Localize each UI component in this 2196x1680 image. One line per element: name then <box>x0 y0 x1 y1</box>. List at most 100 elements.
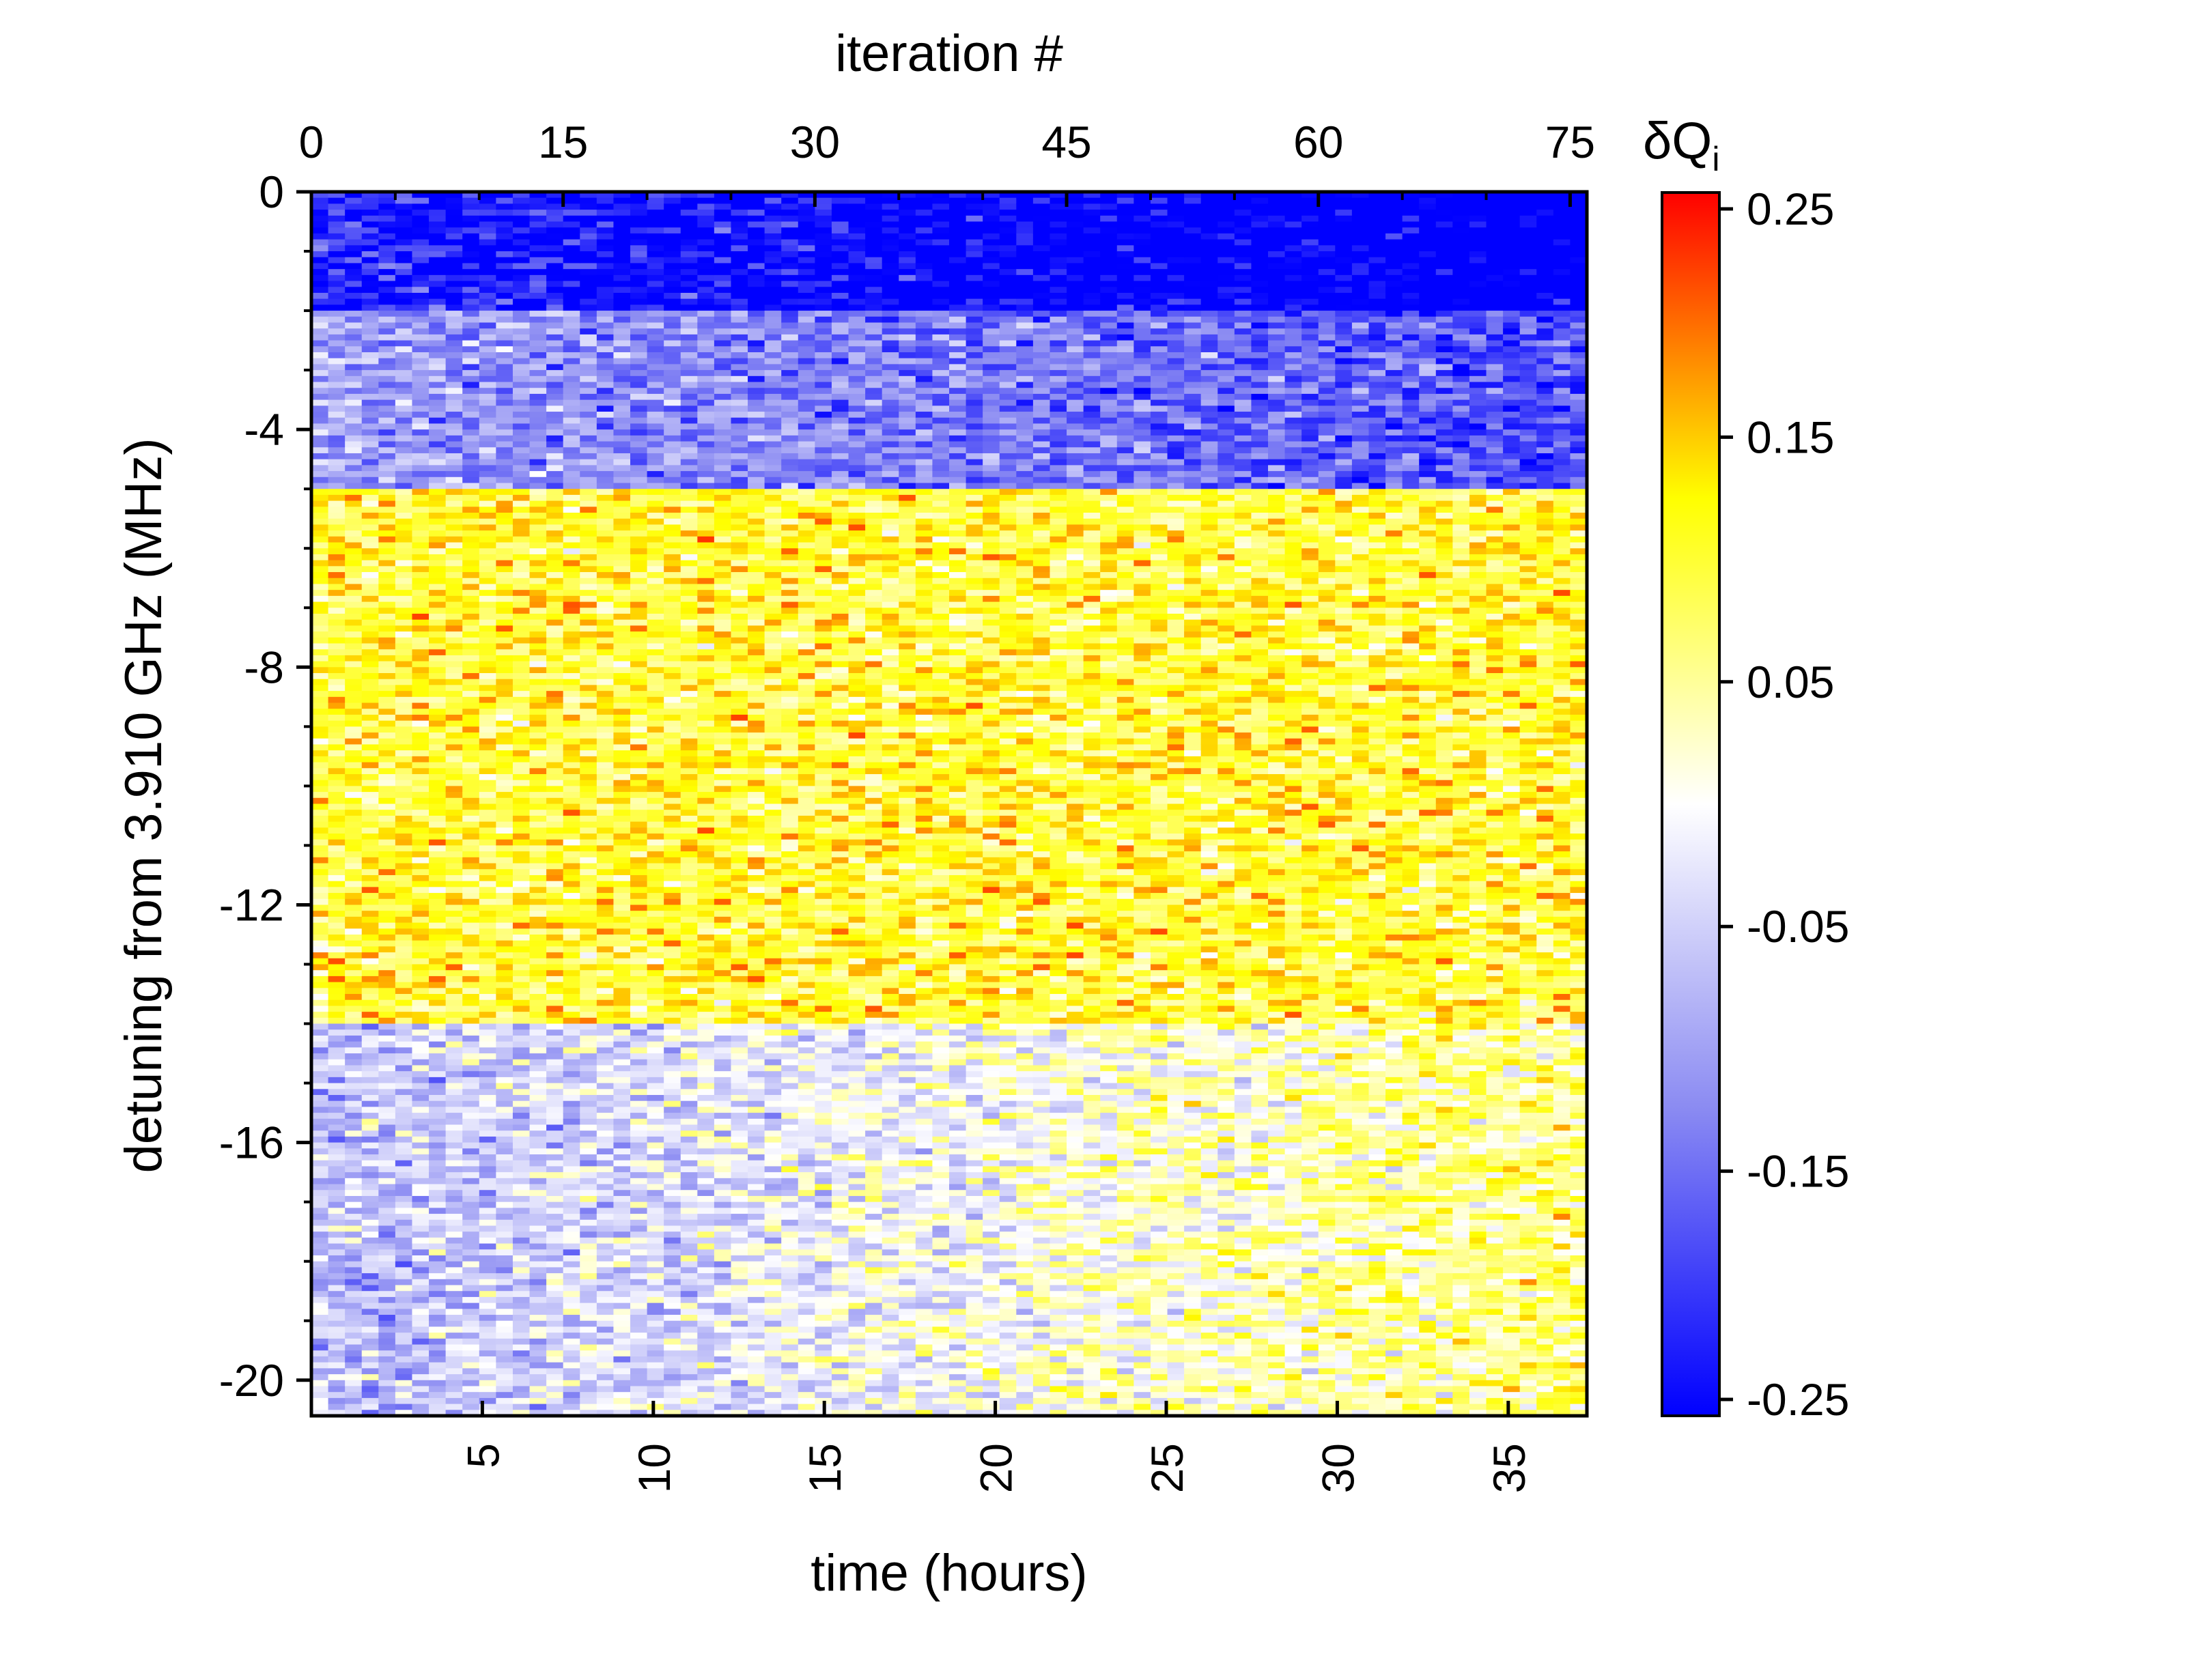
heatmap-cell <box>378 405 396 412</box>
heatmap-cell <box>479 679 496 686</box>
heatmap-cell <box>596 584 615 590</box>
heatmap-cell <box>378 1089 396 1096</box>
heatmap-cell <box>630 328 648 335</box>
heatmap-cell <box>613 661 631 668</box>
heatmap-cell <box>496 215 513 223</box>
heatmap-cell <box>664 1237 681 1244</box>
heatmap-cell <box>647 1249 664 1256</box>
heatmap-cell <box>546 245 564 252</box>
heatmap-cell <box>328 1267 346 1274</box>
heatmap-cell <box>328 696 346 704</box>
heatmap-cell <box>613 1130 631 1137</box>
heatmap-cell <box>395 1344 413 1351</box>
heatmap-cell <box>429 192 447 199</box>
heatmap-cell <box>345 756 363 763</box>
heatmap-cell <box>445 595 463 603</box>
heatmap-cell <box>412 1148 430 1155</box>
heatmap-cell <box>664 696 681 704</box>
heatmap-cell <box>328 1350 346 1357</box>
heatmap-cell <box>664 251 681 258</box>
heatmap-cell <box>429 685 447 692</box>
heatmap-cell <box>697 857 715 864</box>
heatmap-cell <box>664 643 681 650</box>
heatmap-cell <box>529 1410 547 1416</box>
heatmap-cell <box>345 1077 363 1084</box>
heatmap-cell <box>429 964 447 971</box>
heatmap-cell <box>462 1380 480 1387</box>
heatmap-cell <box>361 970 379 977</box>
heatmap-cell <box>412 1285 430 1292</box>
heatmap-cell <box>395 334 413 341</box>
heatmap-cell <box>361 1006 379 1012</box>
heatmap-cell <box>345 352 363 359</box>
heatmap-cell <box>479 1178 496 1185</box>
heatmap-cell <box>613 922 631 929</box>
heatmap-cell <box>647 388 664 395</box>
heatmap-cell <box>664 233 681 240</box>
heatmap-cell <box>311 453 329 460</box>
heatmap-cell <box>647 1172 664 1179</box>
heatmap-cell <box>311 667 329 674</box>
heatmap-cell <box>378 750 396 757</box>
heatmap-cell <box>596 1261 615 1268</box>
heatmap-cell <box>496 994 513 1001</box>
heatmap-cell <box>445 203 463 210</box>
heatmap-cell <box>361 803 379 810</box>
heatmap-cell <box>429 560 447 567</box>
heatmap-cell <box>697 364 715 371</box>
heatmap-cell <box>311 263 329 270</box>
heatmap-cell <box>613 1083 631 1090</box>
heatmap-cell <box>479 1136 496 1143</box>
heatmap-cell <box>395 494 413 502</box>
heatmap-cell <box>345 1243 363 1250</box>
heatmap-cell <box>512 393 531 401</box>
heatmap-cell <box>429 1195 447 1203</box>
heatmap-cell <box>512 869 531 876</box>
heatmap-cell <box>429 1368 447 1375</box>
heatmap-cell <box>647 1100 664 1107</box>
heatmap-cell <box>378 874 396 882</box>
heatmap-cell <box>378 1065 396 1072</box>
heatmap-cell <box>546 447 564 454</box>
heatmap-cell <box>563 215 580 223</box>
heatmap-cell <box>529 744 547 751</box>
heatmap-cell <box>596 952 615 959</box>
heatmap-cell <box>529 311 547 317</box>
heatmap-cell <box>680 1291 698 1298</box>
heatmap-cell <box>664 328 681 335</box>
heatmap-cell <box>345 584 363 590</box>
heatmap-cell <box>412 714 430 722</box>
heatmap-cell <box>479 465 496 472</box>
heatmap-cell <box>529 625 547 632</box>
heatmap-cell <box>596 554 615 561</box>
heatmap-cell <box>412 417 430 425</box>
heatmap-cell <box>580 405 597 412</box>
heatmap-cell <box>697 548 715 555</box>
heatmap-cell <box>630 1154 648 1161</box>
heatmap-cell <box>479 257 496 264</box>
heatmap-cell <box>462 405 480 412</box>
heatmap-cell <box>563 655 580 662</box>
heatmap-cell <box>395 1130 413 1137</box>
heatmap-cell <box>328 1190 346 1197</box>
heatmap-cell <box>647 982 664 988</box>
heatmap-cell <box>613 738 631 745</box>
heatmap-cell <box>647 1380 664 1387</box>
heatmap-cell <box>378 928 396 935</box>
heatmap-cell <box>680 928 698 935</box>
heatmap-cell <box>345 1333 363 1339</box>
heatmap-cell <box>613 1023 631 1030</box>
heatmap-cell <box>664 869 681 876</box>
heatmap-cell <box>328 768 346 775</box>
heatmap-cell <box>529 999 547 1007</box>
heatmap-cell <box>378 851 396 858</box>
heatmap-cell <box>680 518 698 526</box>
heatmap-cell <box>462 548 480 555</box>
heatmap-cell <box>647 786 664 793</box>
heatmap-cell <box>664 988 681 995</box>
heatmap-cell <box>546 518 564 526</box>
heatmap-cell <box>462 988 480 995</box>
heatmap-cell <box>714 405 732 412</box>
heatmap-cell <box>630 1089 648 1096</box>
heatmap-cell <box>361 1107 379 1113</box>
